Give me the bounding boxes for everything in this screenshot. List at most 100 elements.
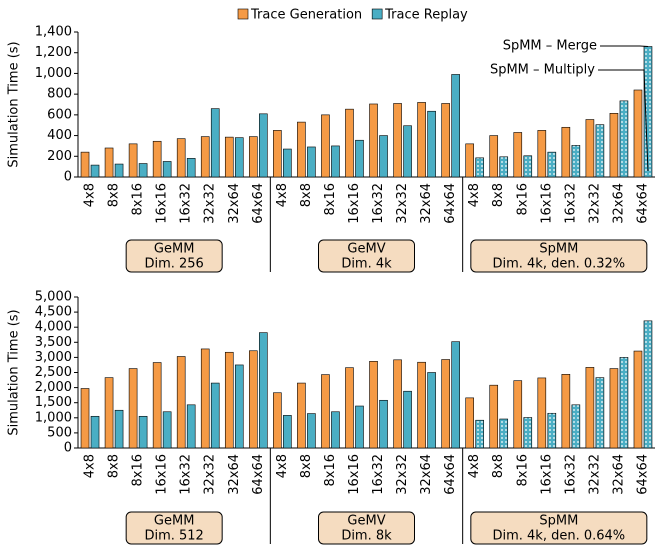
y-tick-label: 4,500 <box>35 305 72 320</box>
x-tick-label: 4x8 <box>83 183 98 207</box>
bar <box>475 419 484 449</box>
y-tick-label: 600 <box>47 107 72 122</box>
group-sub: Dim. 512 <box>144 529 203 544</box>
annotation-arrow <box>598 69 649 172</box>
bar <box>138 415 148 449</box>
bar <box>561 374 571 449</box>
y-tick-label: 1,400 <box>35 25 72 40</box>
bar <box>128 143 138 178</box>
x-tick-label: 16x16 <box>539 183 554 224</box>
bar <box>537 377 547 449</box>
bar <box>259 332 268 449</box>
x-tick-label: 16x32 <box>179 454 194 495</box>
bar <box>489 384 499 449</box>
x-tick-label: 16x16 <box>539 454 554 495</box>
y-tick-label: 2,500 <box>35 365 72 380</box>
group-box <box>125 511 223 545</box>
y-tick-label: 0 <box>64 170 72 185</box>
bar <box>249 350 258 449</box>
bar <box>465 397 474 449</box>
bar <box>200 348 210 449</box>
x-tick-label: 8x8 <box>299 454 314 478</box>
bar <box>393 359 402 449</box>
x-tick-label: 8x16 <box>515 183 530 216</box>
x-tick-label: 64x64 <box>251 454 266 495</box>
bar <box>80 151 90 178</box>
bar <box>523 155 533 178</box>
x-tick-label: 8x16 <box>323 183 338 216</box>
bar <box>176 356 186 449</box>
bar <box>128 368 138 449</box>
bar <box>369 103 378 178</box>
bar <box>321 114 330 178</box>
bar <box>273 392 282 449</box>
x-tick-label: 64x64 <box>251 183 266 224</box>
legend-label: Trace Generation <box>250 8 362 23</box>
bar <box>321 374 330 449</box>
x-tick-label: 64x64 <box>635 183 650 224</box>
bar <box>619 357 629 449</box>
y-tick-label: 5,000 <box>35 290 72 305</box>
bar <box>571 404 581 449</box>
x-tick-label: 8x16 <box>131 454 146 487</box>
x-tick-label: 8x16 <box>323 454 338 487</box>
bar <box>283 148 292 178</box>
x-tick-label: 32x64 <box>419 454 434 495</box>
x-tick-label: 16x32 <box>563 183 578 224</box>
y-tick-label: 200 <box>47 149 72 164</box>
bar <box>297 382 306 449</box>
x-tick-label: 8x8 <box>299 183 314 207</box>
bar <box>114 409 124 449</box>
bar <box>417 361 426 449</box>
group-sub: Dim. 256 <box>144 257 203 272</box>
bar <box>297 121 306 178</box>
group-sub: Dim. 8k <box>341 529 392 544</box>
bar <box>259 113 268 178</box>
x-tick-label: 16x16 <box>155 183 170 224</box>
x-tick-label: 32x32 <box>395 454 410 495</box>
bar <box>585 367 595 449</box>
group-name: GeMM <box>154 514 195 529</box>
y-tick-label: 4,000 <box>35 320 72 335</box>
x-tick-label: 32x64 <box>611 183 626 224</box>
bar <box>499 418 509 449</box>
group-sub: Dim. 4k, den. 0.32% <box>492 257 625 272</box>
x-tick-label: 32x32 <box>587 454 602 495</box>
bar <box>283 415 292 449</box>
bar <box>369 361 378 449</box>
bar <box>513 132 523 178</box>
x-tick-label: 32x64 <box>419 183 434 224</box>
x-tick-label: 16x32 <box>371 183 386 224</box>
x-tick-label: 8x8 <box>107 183 122 207</box>
annotation-arrow <box>600 45 649 47</box>
bar <box>523 417 533 449</box>
y-tick-label: 800 <box>47 87 72 102</box>
x-tick-label: 32x32 <box>203 454 218 495</box>
x-tick-label: 64x64 <box>443 454 458 495</box>
group-name: GeMV <box>347 242 385 257</box>
group-box <box>125 239 223 273</box>
bar <box>633 350 643 449</box>
legend-label: Trace Replay <box>384 8 468 23</box>
bar <box>379 135 388 178</box>
bar <box>403 390 412 449</box>
bar <box>427 110 436 178</box>
x-tick-label: 32x64 <box>227 454 242 495</box>
group-sub: Dim. 4k <box>341 257 392 272</box>
bar <box>537 130 547 178</box>
bar <box>345 367 354 449</box>
bar <box>307 146 316 178</box>
x-tick-label: 4x8 <box>275 183 290 207</box>
y-tick-label: 400 <box>47 128 72 143</box>
bar <box>547 151 557 178</box>
bar <box>114 163 124 178</box>
bar <box>224 136 234 178</box>
y-axis-title: Simulation Time (s) <box>7 309 22 435</box>
bar <box>200 136 210 178</box>
legend-swatch <box>237 8 249 20</box>
bar <box>345 108 354 178</box>
y-tick-label: 3,000 <box>35 350 72 365</box>
bar <box>417 102 426 178</box>
bar <box>210 108 220 178</box>
bar <box>609 368 619 449</box>
